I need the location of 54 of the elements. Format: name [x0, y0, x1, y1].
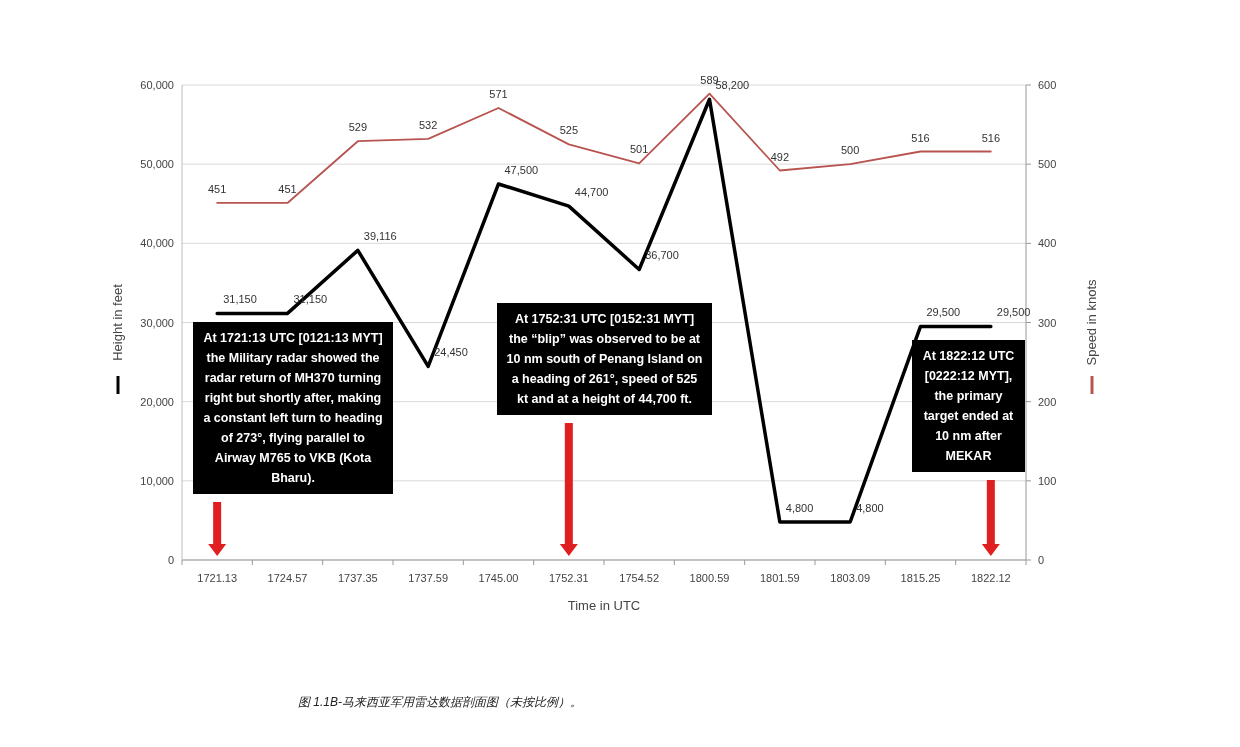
data-label: 500 — [840, 144, 860, 157]
data-label: 29,500 — [996, 306, 1031, 319]
data-label: 525 — [559, 124, 579, 137]
y-tick-label: 0 — [167, 554, 174, 566]
x-tick-label: 1815.25 — [900, 572, 941, 584]
x-tick-label: 1737.59 — [408, 572, 449, 584]
data-label: 451 — [207, 182, 227, 195]
y-tick-label: 40,000 — [140, 237, 174, 250]
x-tick-label: 1745.00 — [478, 572, 519, 584]
y2-tick-label: 100 — [1038, 474, 1057, 487]
data-label: 29,500 — [926, 306, 961, 319]
data-label: 24,450 — [434, 346, 468, 359]
data-label: 516 — [981, 131, 1001, 144]
data-label: 516 — [911, 131, 930, 144]
data-label: 47,500 — [504, 163, 539, 176]
y-tick-label: 50,000 — [140, 158, 174, 171]
data-label: 31,150 — [223, 293, 257, 306]
annotation: At 1721:13 UTC [0121:13 MYT] the Military radar showed the radar return of MH370 turning right but shortly after, making a constant left turn to heading of 273°, flying parallel to Airway M765 to VKB (Kota Bharu). — [193, 322, 393, 494]
data-label: 571 — [489, 87, 508, 100]
caption: 图 1.1B-马来西亚军用雷达数据剖面图（未按比例）。 — [298, 694, 583, 711]
data-label: 501 — [629, 143, 649, 156]
y2-axis-title: Speed in knots — [1084, 279, 1099, 366]
data-label: 36,700 — [645, 249, 679, 262]
data-label: 451 — [278, 182, 297, 195]
data-label: 529 — [348, 121, 368, 134]
annotation: At 1752:31 UTC [0152:31 MYT] the “blip” was observed to be at 10 nm south of Penang Island on a heading of 261°, speed of 525 kt and at a height of 44,700 ft. — [497, 303, 712, 415]
x-tick-label: 1800.59 — [689, 572, 730, 584]
y2-tick-label: 600 — [1038, 79, 1057, 91]
x-tick-label: 1754.52 — [619, 572, 660, 584]
data-label: 44,700 — [574, 186, 609, 199]
x-tick-label: 1752.31 — [548, 572, 589, 584]
y2-tick-label: 500 — [1038, 158, 1057, 171]
x-tick-label: 1822.12 — [970, 572, 1011, 584]
data-label: 4,800 — [856, 502, 884, 514]
x-tick-label: 1803.09 — [830, 572, 871, 584]
y2-tick-label: 200 — [1038, 395, 1057, 408]
data-label: 492 — [770, 150, 790, 163]
x-tick-label: 1724.57 — [267, 572, 308, 584]
data-label: 532 — [418, 118, 438, 131]
x-tick-label: 1801.59 — [759, 572, 800, 584]
y2-tick-label: 0 — [1038, 554, 1045, 566]
y-tick-label: 30,000 — [140, 316, 174, 329]
x-tick-label: 1737.35 — [337, 572, 378, 584]
x-tick-label: 1721.13 — [197, 572, 238, 584]
annotation: At 1822:12 UTC [0222:12 MYT], the primary target ended at 10 nm after MEKAR — [912, 340, 1025, 472]
y2-tick-label: 400 — [1038, 237, 1057, 250]
y-axis-title: Height in feet — [110, 283, 125, 361]
data-label: 39,116 — [363, 230, 397, 243]
y2-tick-label: 300 — [1038, 316, 1057, 329]
x-axis-title: Time in UTC — [567, 598, 641, 613]
y-tick-label: 10,000 — [140, 474, 174, 487]
data-label: 4,800 — [785, 502, 814, 514]
y-tick-label: 20,000 — [140, 395, 174, 408]
y-tick-label: 60,000 — [140, 79, 174, 91]
